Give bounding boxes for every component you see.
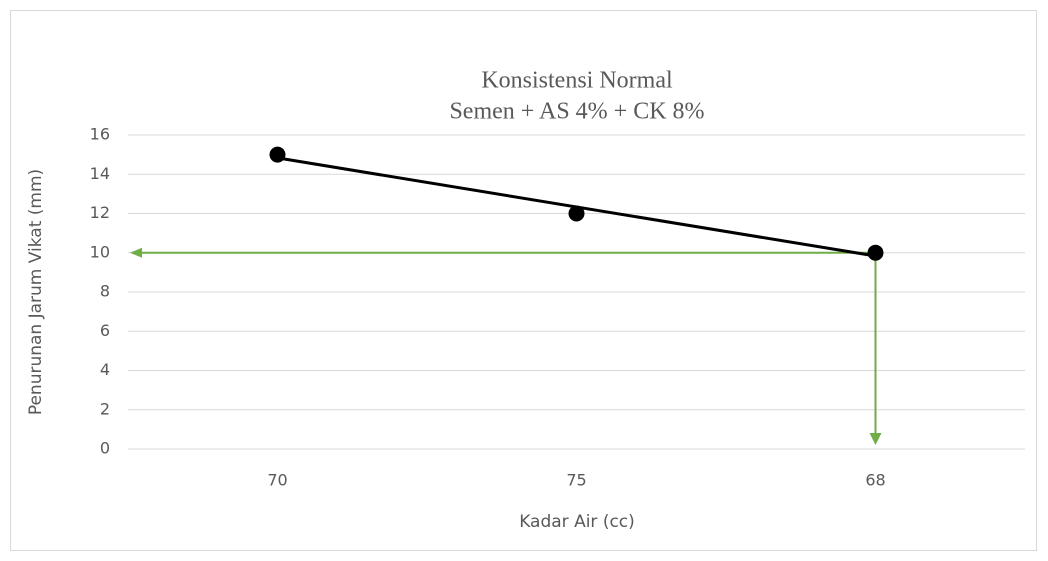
y-tick-label: 0 [100,439,110,458]
x-axis-label: Kadar Air (cc) [519,512,635,532]
y-tick-label: 4 [100,360,110,379]
chart-subtitle: Semen + AS 4% + CK 8% [449,99,704,125]
y-tick-label: 6 [100,321,110,340]
y-tick-label: 12 [90,203,110,222]
y-axis-label: Penurunan Jarum Vikat (mm) [26,169,46,415]
point [269,146,286,163]
guide-arrowhead [869,433,882,445]
guide-arrowhead [130,247,142,258]
y-tick-label: 8 [100,282,110,301]
y-tick-label: 14 [90,164,110,183]
y-tick-label: 16 [90,125,110,144]
chart-title: Konsistensi Normal [481,68,673,94]
x-tick-label: 70 [267,471,287,490]
point [867,244,884,261]
chart-border [10,10,1037,551]
x-tick-label: 68 [865,471,885,490]
x-tick-label: 75 [566,471,586,490]
y-tick-label: 2 [100,399,110,418]
y-tick-label: 10 [90,242,110,261]
point [568,205,585,222]
